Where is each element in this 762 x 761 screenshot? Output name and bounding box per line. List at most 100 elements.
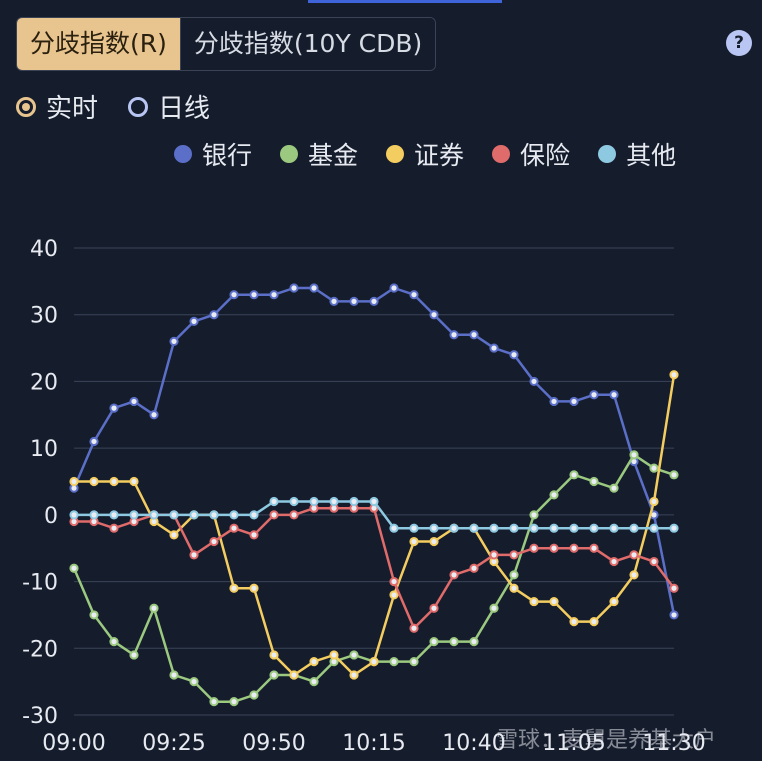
x-tick-label: 10:15 (342, 731, 405, 756)
data-point-0 (369, 296, 379, 306)
series-line-2 (74, 374, 676, 677)
legend-label: 其他 (626, 141, 677, 170)
data-point-4 (589, 523, 599, 533)
data-point-0 (149, 410, 159, 420)
data-point-0 (569, 396, 579, 407)
help-icon[interactable]: ? (726, 30, 752, 56)
data-point-1 (509, 570, 519, 580)
data-point-2 (629, 570, 639, 580)
data-point-0 (409, 290, 419, 300)
data-point-2 (409, 536, 419, 547)
data-point-2 (509, 583, 519, 593)
legend-label: 保险 (520, 141, 571, 170)
data-point-1 (169, 670, 179, 680)
data-point-3 (109, 523, 119, 533)
legend-label: 证券 (414, 141, 465, 170)
watermark-text: 雪球：麦舅是养基大户 (496, 728, 717, 753)
data-point-3 (669, 583, 679, 593)
data-point-0 (129, 396, 139, 407)
radio-unchecked-icon (128, 96, 149, 117)
data-point-1 (469, 637, 479, 647)
data-point-3 (549, 543, 559, 553)
data-point-4 (249, 510, 259, 520)
data-point-2 (369, 657, 379, 667)
data-point-1 (309, 677, 319, 687)
data-point-1 (129, 650, 139, 660)
data-point-3 (609, 556, 619, 567)
data-point-2 (569, 617, 579, 627)
data-point-0 (589, 390, 599, 400)
y-tick-label: -30 (22, 704, 58, 729)
data-point-0 (349, 296, 359, 306)
data-point-4 (369, 496, 379, 507)
data-point-2 (589, 617, 599, 627)
data-point-1 (269, 670, 279, 680)
data-point-3 (569, 543, 579, 553)
data-point-1 (149, 603, 159, 613)
data-point-0 (509, 350, 519, 360)
radio-daily[interactable]: 日线 (128, 88, 210, 125)
data-point-4 (549, 523, 559, 533)
data-point-0 (489, 343, 499, 353)
legend-label: 基金 (308, 141, 359, 170)
data-point-4 (309, 496, 319, 507)
data-point-3 (269, 510, 279, 520)
y-tick-label: -20 (22, 637, 58, 662)
legend-item-other[interactable]: 其他 (598, 136, 676, 172)
x-tick-label: 10:40 (442, 731, 505, 756)
legend-item-fund[interactable]: 基金 (280, 136, 358, 172)
data-point-0 (209, 310, 219, 320)
series-line-3 (74, 506, 675, 630)
data-point-4 (69, 510, 79, 520)
data-point-4 (209, 510, 219, 520)
data-point-2 (129, 476, 139, 487)
legend-label: 银行 (202, 141, 253, 170)
data-point-0 (429, 310, 439, 320)
chart-legend: 银行 基金 证券 保险 其他 (174, 136, 676, 172)
data-point-1 (69, 563, 79, 573)
data-point-4 (429, 523, 439, 533)
data-point-0 (269, 290, 279, 300)
tab-divergence-r[interactable]: 分歧指数(R) (17, 18, 180, 70)
data-point-3 (509, 550, 519, 560)
data-point-0 (169, 336, 179, 346)
data-point-1 (569, 470, 579, 480)
data-point-1 (249, 690, 259, 700)
data-point-4 (229, 510, 239, 520)
radio-realtime[interactable]: 实时 (16, 88, 98, 125)
data-point-0 (469, 330, 479, 340)
data-point-0 (109, 403, 119, 413)
radio-daily-label: 日线 (158, 94, 211, 124)
data-point-2 (249, 583, 259, 593)
data-point-1 (349, 650, 359, 660)
y-tick-label: -10 (22, 571, 58, 596)
data-point-1 (669, 470, 679, 480)
legend-item-insurance[interactable]: 保险 (492, 136, 570, 172)
data-point-2 (609, 596, 619, 607)
data-point-2 (69, 476, 79, 487)
data-point-4 (329, 496, 339, 507)
period-radio-group: 实时 日线 (16, 88, 210, 125)
data-point-1 (609, 483, 619, 493)
tab-divergence-10y-cdb[interactable]: 分歧指数(10Y CDB) (179, 18, 436, 70)
legend-item-securities[interactable]: 证券 (386, 136, 464, 172)
data-point-3 (289, 510, 299, 520)
data-point-0 (249, 290, 259, 300)
data-point-0 (389, 283, 399, 293)
data-point-2 (89, 476, 99, 487)
data-point-2 (109, 476, 119, 487)
data-point-0 (309, 283, 319, 293)
data-point-0 (449, 330, 459, 340)
data-point-0 (529, 376, 539, 387)
data-point-2 (289, 670, 299, 680)
data-point-4 (349, 496, 359, 507)
data-point-4 (109, 510, 119, 520)
data-point-0 (609, 390, 619, 400)
data-point-4 (389, 523, 399, 533)
data-point-3 (629, 550, 639, 560)
data-point-0 (89, 436, 99, 447)
legend-item-bank[interactable]: 银行 (174, 136, 252, 172)
data-point-4 (509, 523, 519, 533)
data-point-3 (649, 556, 659, 567)
data-point-4 (269, 496, 279, 507)
